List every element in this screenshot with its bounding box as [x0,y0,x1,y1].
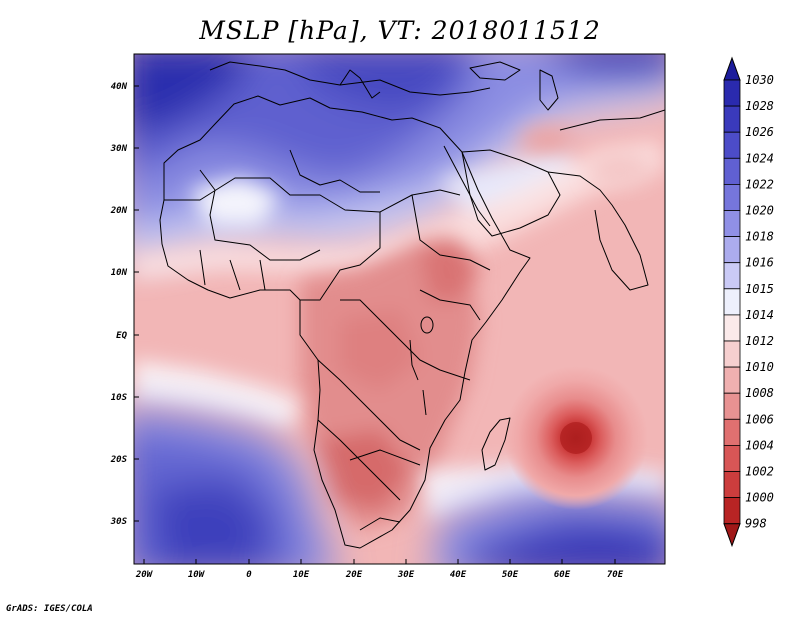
colorbar-label: 998 [745,517,767,531]
colorbar-label: 1024 [745,151,774,165]
coastlines [159,61,665,549]
colorbar-band [723,210,741,238]
pressure-field [134,54,665,564]
colorbar-band [723,497,741,525]
colorbar-band [723,262,741,290]
colorbar-band [723,131,741,159]
map-frame [133,53,666,565]
lon-tick-label: 70E [607,570,624,580]
colorbar-bottom-arrow [723,523,741,548]
colorbar-label: 1022 [745,177,774,191]
lat-axis: 40N 30N 20N 10N EQ 10S 20S 30S [110,82,139,527]
colorbar-label: 1008 [745,386,774,400]
lat-tick-label: 20N [110,206,128,216]
lat-tick-label: 40N [111,82,128,92]
colorbar-label: 1026 [745,125,774,139]
lon-tick-label: 20W [135,570,154,580]
colorbar-top-arrow [723,56,741,81]
colorbar-label: 1010 [745,360,774,374]
lon-tick-label: 30E [397,570,415,580]
lat-tick-label: 30S [110,517,128,527]
colorbar-label: 1028 [745,99,774,113]
colorbar-label: 1006 [745,412,774,426]
colorbar-label: 1020 [745,204,774,218]
chart-title: MSLP [hPa], VT: 2018011512 [199,16,601,45]
colorbar-band [723,418,741,446]
colorbar-band [723,236,741,264]
colorbar-band [723,471,741,499]
colorbar-band [723,288,741,316]
colorbar-band [723,392,741,420]
colorbar-band [723,366,741,394]
colorbar-label: 1015 [745,282,774,296]
colorbar-band [723,444,741,472]
colorbar-label: 1014 [745,308,774,322]
lon-axis: 20W 10W 0 10E 20E 30E 40E 50E 60E 70E [135,559,624,580]
colorbar: 1030 1028 1026 1024 1022 1020 1018 1016 1015 1014… [723,56,774,548]
colorbar-band [723,314,741,342]
colorbar-band [723,105,741,133]
lon-tick-label: 60E [554,570,571,580]
colorbar-band [723,340,741,368]
colorbar-label: 1004 [745,438,774,452]
colorbar-label: 1000 [745,491,774,505]
lat-tick-label: 30N [110,144,128,154]
colorbar-label: 1016 [745,256,774,270]
colorbar-band [723,183,741,211]
colorbar-label: 1012 [745,334,774,348]
colorbar-band [723,157,741,185]
lat-tick-label: 20S [110,455,128,465]
lon-tick-label: 10E [293,570,310,580]
grads-credit: GrADS: IGES/COLA [6,604,93,614]
lon-tick-label: 20E [345,570,363,580]
colorbar-band [723,79,741,107]
colorbar-label: 1002 [745,465,774,479]
lat-tick-label: EQ [116,331,127,341]
lon-tick-label: 10W [188,570,206,580]
lat-tick-label: 10S [111,393,128,403]
lon-tick-label: 0 [246,570,252,580]
lon-tick-label: 50E [502,570,519,580]
lon-tick-label: 40E [450,570,467,580]
colorbar-label: 1018 [745,230,774,244]
colorbar-label: 1030 [745,73,774,87]
lat-tick-label: 10N [111,268,128,278]
